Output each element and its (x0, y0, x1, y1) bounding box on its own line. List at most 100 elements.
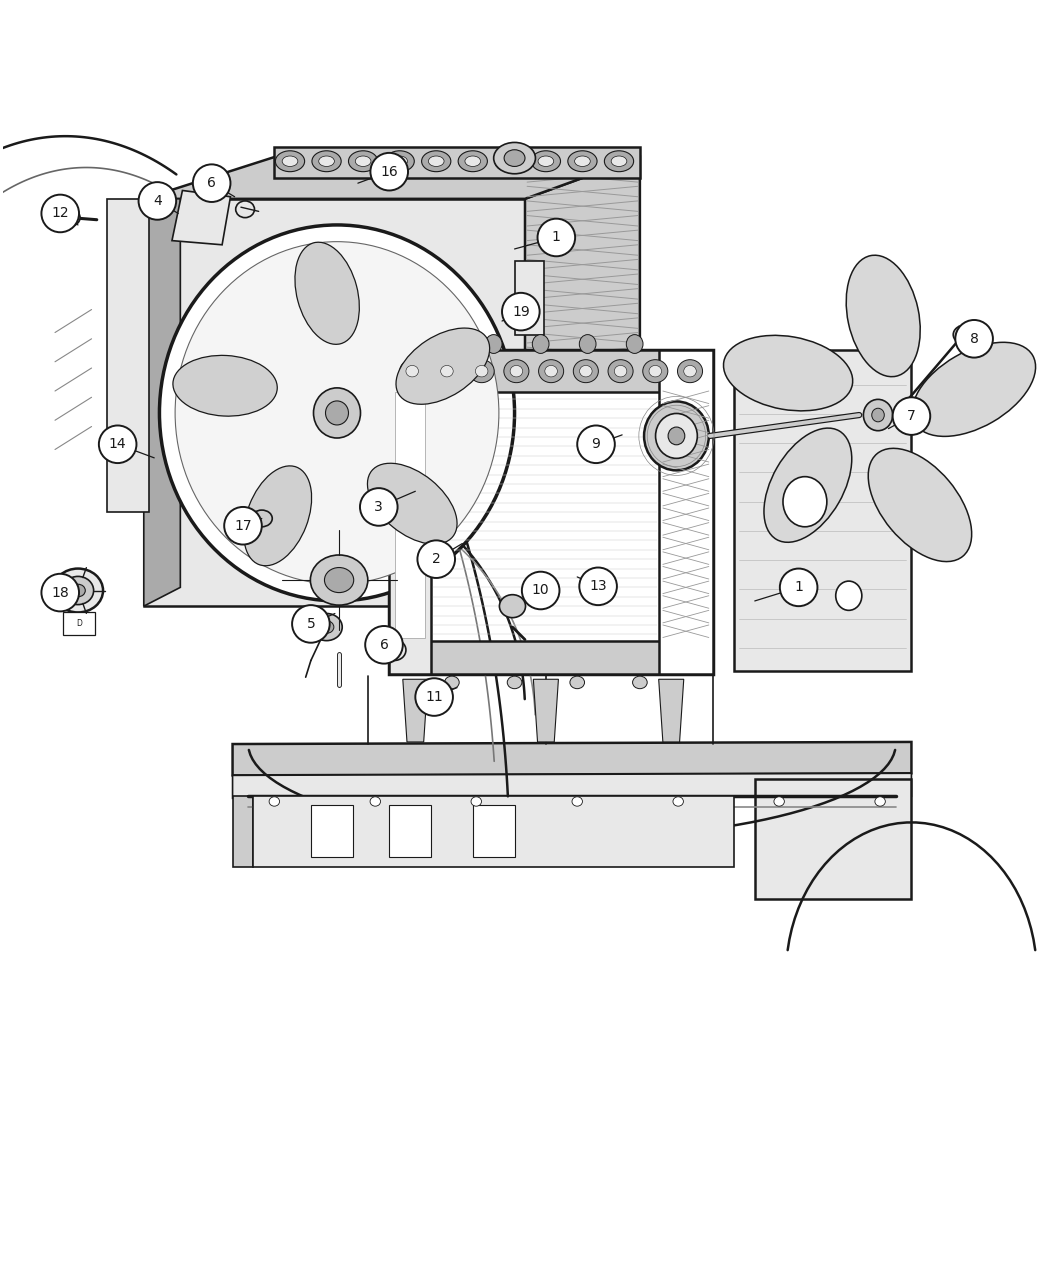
Ellipse shape (570, 676, 585, 688)
Ellipse shape (441, 366, 454, 377)
Ellipse shape (632, 676, 647, 688)
Polygon shape (390, 805, 430, 857)
Ellipse shape (545, 366, 558, 377)
Ellipse shape (70, 584, 85, 597)
Ellipse shape (471, 797, 482, 806)
Ellipse shape (836, 581, 862, 611)
Ellipse shape (349, 150, 378, 172)
FancyBboxPatch shape (390, 351, 713, 391)
Ellipse shape (392, 156, 407, 167)
Ellipse shape (465, 156, 481, 167)
Ellipse shape (52, 569, 103, 612)
Ellipse shape (510, 366, 523, 377)
Text: 10: 10 (532, 584, 549, 598)
Ellipse shape (311, 613, 342, 640)
Circle shape (538, 219, 575, 256)
Ellipse shape (573, 360, 598, 382)
Text: 19: 19 (512, 305, 529, 319)
Ellipse shape (655, 413, 697, 459)
Ellipse shape (539, 360, 564, 382)
Text: 16: 16 (380, 164, 398, 178)
Ellipse shape (396, 328, 489, 404)
Ellipse shape (62, 576, 93, 604)
Circle shape (418, 541, 455, 578)
Ellipse shape (668, 427, 685, 445)
Ellipse shape (953, 325, 976, 344)
Ellipse shape (311, 555, 368, 606)
Circle shape (371, 153, 408, 190)
Ellipse shape (444, 676, 459, 688)
Ellipse shape (476, 366, 488, 377)
Text: 1: 1 (552, 231, 561, 245)
Circle shape (41, 195, 79, 232)
Polygon shape (253, 797, 734, 867)
Text: 18: 18 (51, 585, 69, 599)
Ellipse shape (723, 335, 853, 411)
Text: 1: 1 (794, 580, 803, 594)
Text: 9: 9 (591, 437, 601, 451)
Circle shape (580, 567, 617, 606)
Ellipse shape (764, 428, 852, 542)
Polygon shape (734, 351, 911, 671)
Polygon shape (232, 797, 253, 867)
Ellipse shape (500, 594, 525, 617)
FancyBboxPatch shape (514, 261, 544, 334)
Ellipse shape (608, 360, 633, 382)
Text: 12: 12 (51, 207, 69, 221)
Polygon shape (232, 773, 911, 798)
Polygon shape (658, 680, 684, 742)
Ellipse shape (504, 360, 529, 382)
Ellipse shape (385, 150, 415, 172)
Text: 17: 17 (234, 519, 252, 533)
Polygon shape (144, 199, 525, 606)
Ellipse shape (160, 224, 514, 601)
Ellipse shape (368, 463, 457, 544)
Circle shape (578, 426, 615, 463)
Circle shape (99, 426, 136, 463)
Circle shape (365, 626, 403, 663)
FancyBboxPatch shape (390, 640, 713, 674)
Text: 6: 6 (207, 176, 216, 190)
Ellipse shape (872, 408, 884, 422)
Ellipse shape (244, 465, 312, 566)
Ellipse shape (626, 334, 643, 353)
Ellipse shape (295, 242, 359, 344)
Ellipse shape (568, 150, 597, 172)
Text: 11: 11 (425, 690, 443, 704)
Ellipse shape (875, 797, 885, 806)
Ellipse shape (55, 208, 80, 227)
Ellipse shape (458, 150, 487, 172)
Text: 4: 4 (153, 194, 162, 208)
Ellipse shape (400, 360, 425, 382)
Ellipse shape (282, 156, 298, 167)
Polygon shape (107, 199, 149, 513)
Ellipse shape (275, 150, 304, 172)
Ellipse shape (251, 510, 272, 527)
Text: 5: 5 (307, 617, 315, 631)
Circle shape (956, 320, 993, 357)
Ellipse shape (863, 399, 892, 431)
Ellipse shape (173, 356, 277, 416)
Ellipse shape (677, 360, 702, 382)
Ellipse shape (438, 334, 455, 353)
Ellipse shape (605, 150, 633, 172)
Circle shape (193, 164, 230, 201)
Ellipse shape (504, 149, 525, 167)
Ellipse shape (495, 150, 524, 172)
Ellipse shape (435, 360, 460, 382)
Ellipse shape (538, 156, 553, 167)
Polygon shape (755, 779, 911, 899)
Ellipse shape (643, 360, 668, 382)
Circle shape (292, 606, 330, 643)
Polygon shape (232, 742, 911, 775)
Ellipse shape (912, 342, 1035, 436)
Ellipse shape (312, 150, 341, 172)
Ellipse shape (422, 150, 450, 172)
Circle shape (502, 293, 540, 330)
Circle shape (780, 569, 818, 606)
Ellipse shape (175, 242, 499, 584)
Ellipse shape (314, 388, 360, 439)
Polygon shape (525, 157, 639, 606)
Ellipse shape (494, 143, 536, 173)
Ellipse shape (531, 150, 561, 172)
